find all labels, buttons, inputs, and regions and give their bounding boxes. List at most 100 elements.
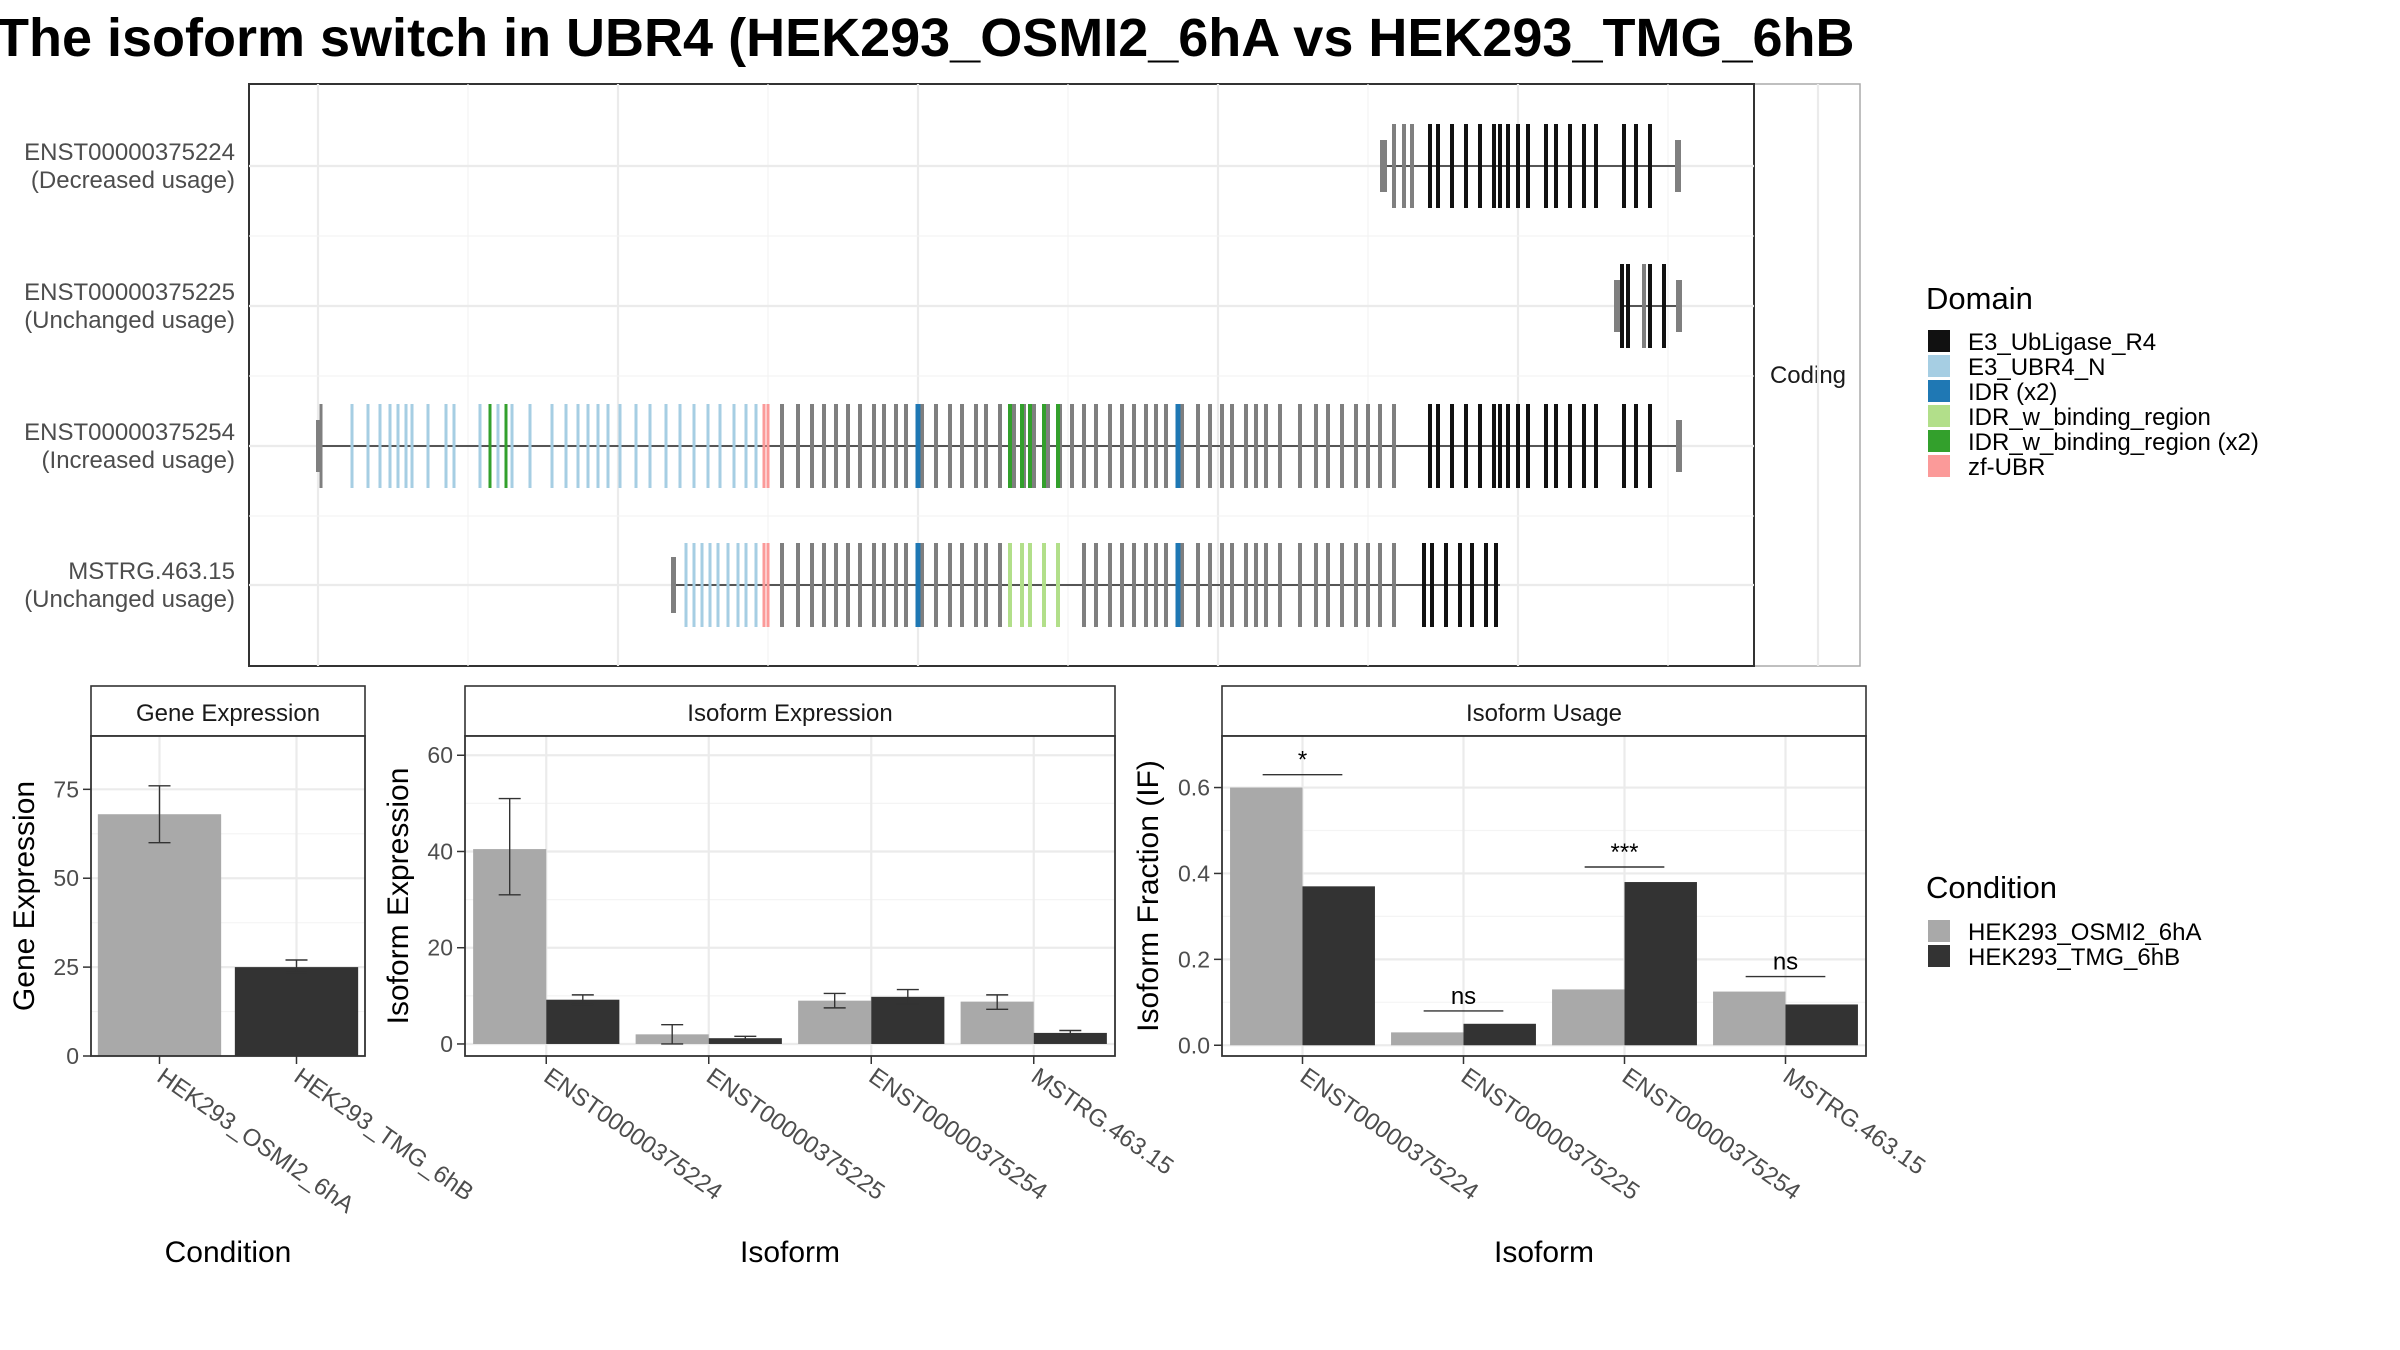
exon [404, 404, 408, 488]
exon [766, 543, 770, 627]
exon [1028, 404, 1032, 488]
bar [1033, 1032, 1107, 1044]
exon [1132, 404, 1136, 488]
exon [810, 543, 814, 627]
y-axis-title: Gene Expression [8, 781, 41, 1011]
exon [810, 404, 814, 488]
exon [1028, 543, 1032, 627]
plot-frame [90, 735, 366, 1057]
exon [488, 404, 492, 488]
significance-label: ns [1451, 983, 1476, 1010]
exon [948, 543, 952, 627]
exon [1264, 404, 1268, 488]
exon [960, 404, 964, 488]
panel-title: Isoform Usage [1466, 700, 1622, 727]
domain-legend-label: IDR_w_binding_region [1968, 404, 2211, 431]
y-tick-label: 50 [53, 865, 79, 891]
exon [1458, 543, 1462, 627]
exon [366, 404, 370, 488]
exon [1392, 543, 1396, 627]
utr-block [1676, 420, 1682, 472]
exon [1082, 543, 1086, 627]
exon [1422, 543, 1426, 627]
domain-legend-label: IDR_w_binding_region (x2) [1968, 429, 2259, 456]
exon [1180, 404, 1184, 488]
exon [904, 543, 908, 627]
exon [1568, 124, 1572, 208]
exon [1464, 124, 1468, 208]
domain-legend-swatch [1928, 380, 1950, 402]
bar [97, 814, 222, 1056]
panel-strip [464, 685, 1116, 737]
isoform-id-label: ENST00000375225 [24, 279, 235, 306]
exon [984, 404, 988, 488]
isoform-id-label: ENST00000375254 [24, 419, 235, 446]
exon [1056, 543, 1060, 627]
exon [1428, 404, 1432, 488]
exon [1180, 543, 1184, 627]
exon [1230, 404, 1234, 488]
exon [1484, 543, 1488, 627]
plot-frame [464, 735, 1116, 1057]
exon [1208, 543, 1212, 627]
significance-label: *** [1610, 839, 1638, 866]
exon [1056, 404, 1060, 488]
exon [1196, 404, 1200, 488]
exon [664, 404, 668, 488]
exon [396, 404, 400, 488]
exon [1626, 264, 1630, 348]
exon [1314, 543, 1318, 627]
exon [678, 404, 682, 488]
exon [1648, 124, 1652, 208]
exon [1444, 543, 1448, 627]
exon [920, 404, 924, 488]
exon [1436, 404, 1440, 488]
exon [708, 543, 712, 627]
exon [1298, 404, 1302, 488]
condition-legend-label: HEK293_TMG_6hB [1968, 944, 2180, 971]
y-tick-label: 0 [440, 1031, 453, 1057]
exon [882, 404, 886, 488]
y-tick-label: 0.0 [1178, 1032, 1210, 1058]
exon [1175, 404, 1181, 488]
y-axis-title: Isoform Expression [382, 768, 415, 1025]
exon [1108, 404, 1112, 488]
exon [1594, 404, 1598, 488]
condition-legend-swatch [1928, 945, 1950, 967]
exon [388, 404, 392, 488]
exon [1622, 404, 1626, 488]
chart-title: The isoform switch in UBR4 (HEK293_OSMI2… [0, 8, 1855, 68]
exon [1264, 543, 1268, 627]
domain-legend-swatch [1928, 330, 1950, 352]
exon [744, 404, 748, 488]
exon [426, 404, 430, 488]
isoform-usage-label: (Unchanged usage) [24, 307, 235, 334]
panel-title: Gene Expression [136, 700, 320, 727]
exon [1154, 404, 1158, 488]
exon [984, 543, 988, 627]
exon [780, 543, 784, 627]
exon [1314, 404, 1318, 488]
exon [1020, 404, 1024, 488]
x-tick-label: MSTRG.463.15 [1026, 1063, 1178, 1181]
bar [1713, 991, 1786, 1046]
exon [1498, 404, 1502, 488]
exon [796, 543, 800, 627]
exon [1492, 124, 1496, 208]
x-axis-title: Condition [165, 1236, 292, 1269]
utr-block [671, 557, 676, 613]
exon [948, 404, 952, 488]
exon [1082, 404, 1086, 488]
exon [1094, 543, 1098, 627]
exon [684, 543, 688, 627]
exon [846, 404, 850, 488]
exon [846, 543, 850, 627]
exon [1298, 543, 1302, 627]
exon [1506, 124, 1510, 208]
exon [1366, 543, 1370, 627]
exon [904, 404, 908, 488]
exon [1094, 404, 1098, 488]
exon [1428, 124, 1432, 208]
x-tick-label: ENST00000375254 [1617, 1063, 1805, 1206]
